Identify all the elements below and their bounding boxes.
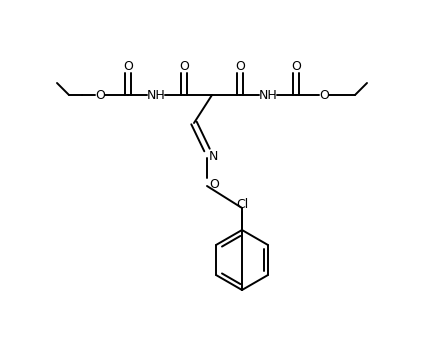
- Text: O: O: [95, 88, 105, 102]
- Text: NH: NH: [147, 88, 165, 102]
- Text: O: O: [209, 178, 219, 190]
- Text: O: O: [123, 59, 133, 73]
- Text: N: N: [209, 150, 218, 163]
- Text: O: O: [179, 59, 189, 73]
- Text: NH: NH: [259, 88, 277, 102]
- Text: O: O: [291, 59, 301, 73]
- Text: O: O: [319, 88, 329, 102]
- Text: O: O: [235, 59, 245, 73]
- Text: Cl: Cl: [236, 198, 248, 211]
